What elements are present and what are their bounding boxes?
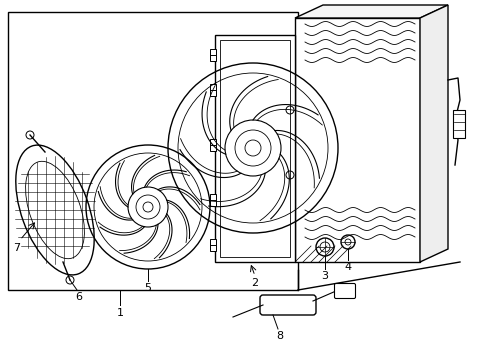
Polygon shape — [419, 5, 447, 262]
Bar — [209, 139, 216, 151]
Polygon shape — [294, 5, 447, 18]
FancyBboxPatch shape — [260, 295, 315, 315]
Polygon shape — [215, 35, 294, 262]
Bar — [452, 110, 464, 138]
Polygon shape — [294, 18, 419, 262]
Text: 4: 4 — [344, 262, 351, 272]
Text: 6: 6 — [75, 292, 82, 302]
Bar — [209, 194, 216, 206]
Bar — [8, 12, 297, 290]
Bar — [209, 84, 216, 96]
Polygon shape — [220, 40, 289, 257]
Text: 3: 3 — [321, 271, 328, 281]
Text: 2: 2 — [251, 278, 258, 288]
Text: 5: 5 — [144, 283, 151, 293]
Text: 8: 8 — [276, 331, 283, 341]
Bar — [209, 49, 216, 61]
Text: 1: 1 — [116, 308, 123, 318]
Text: 7: 7 — [13, 243, 20, 253]
Bar — [209, 239, 216, 251]
FancyBboxPatch shape — [334, 284, 355, 298]
